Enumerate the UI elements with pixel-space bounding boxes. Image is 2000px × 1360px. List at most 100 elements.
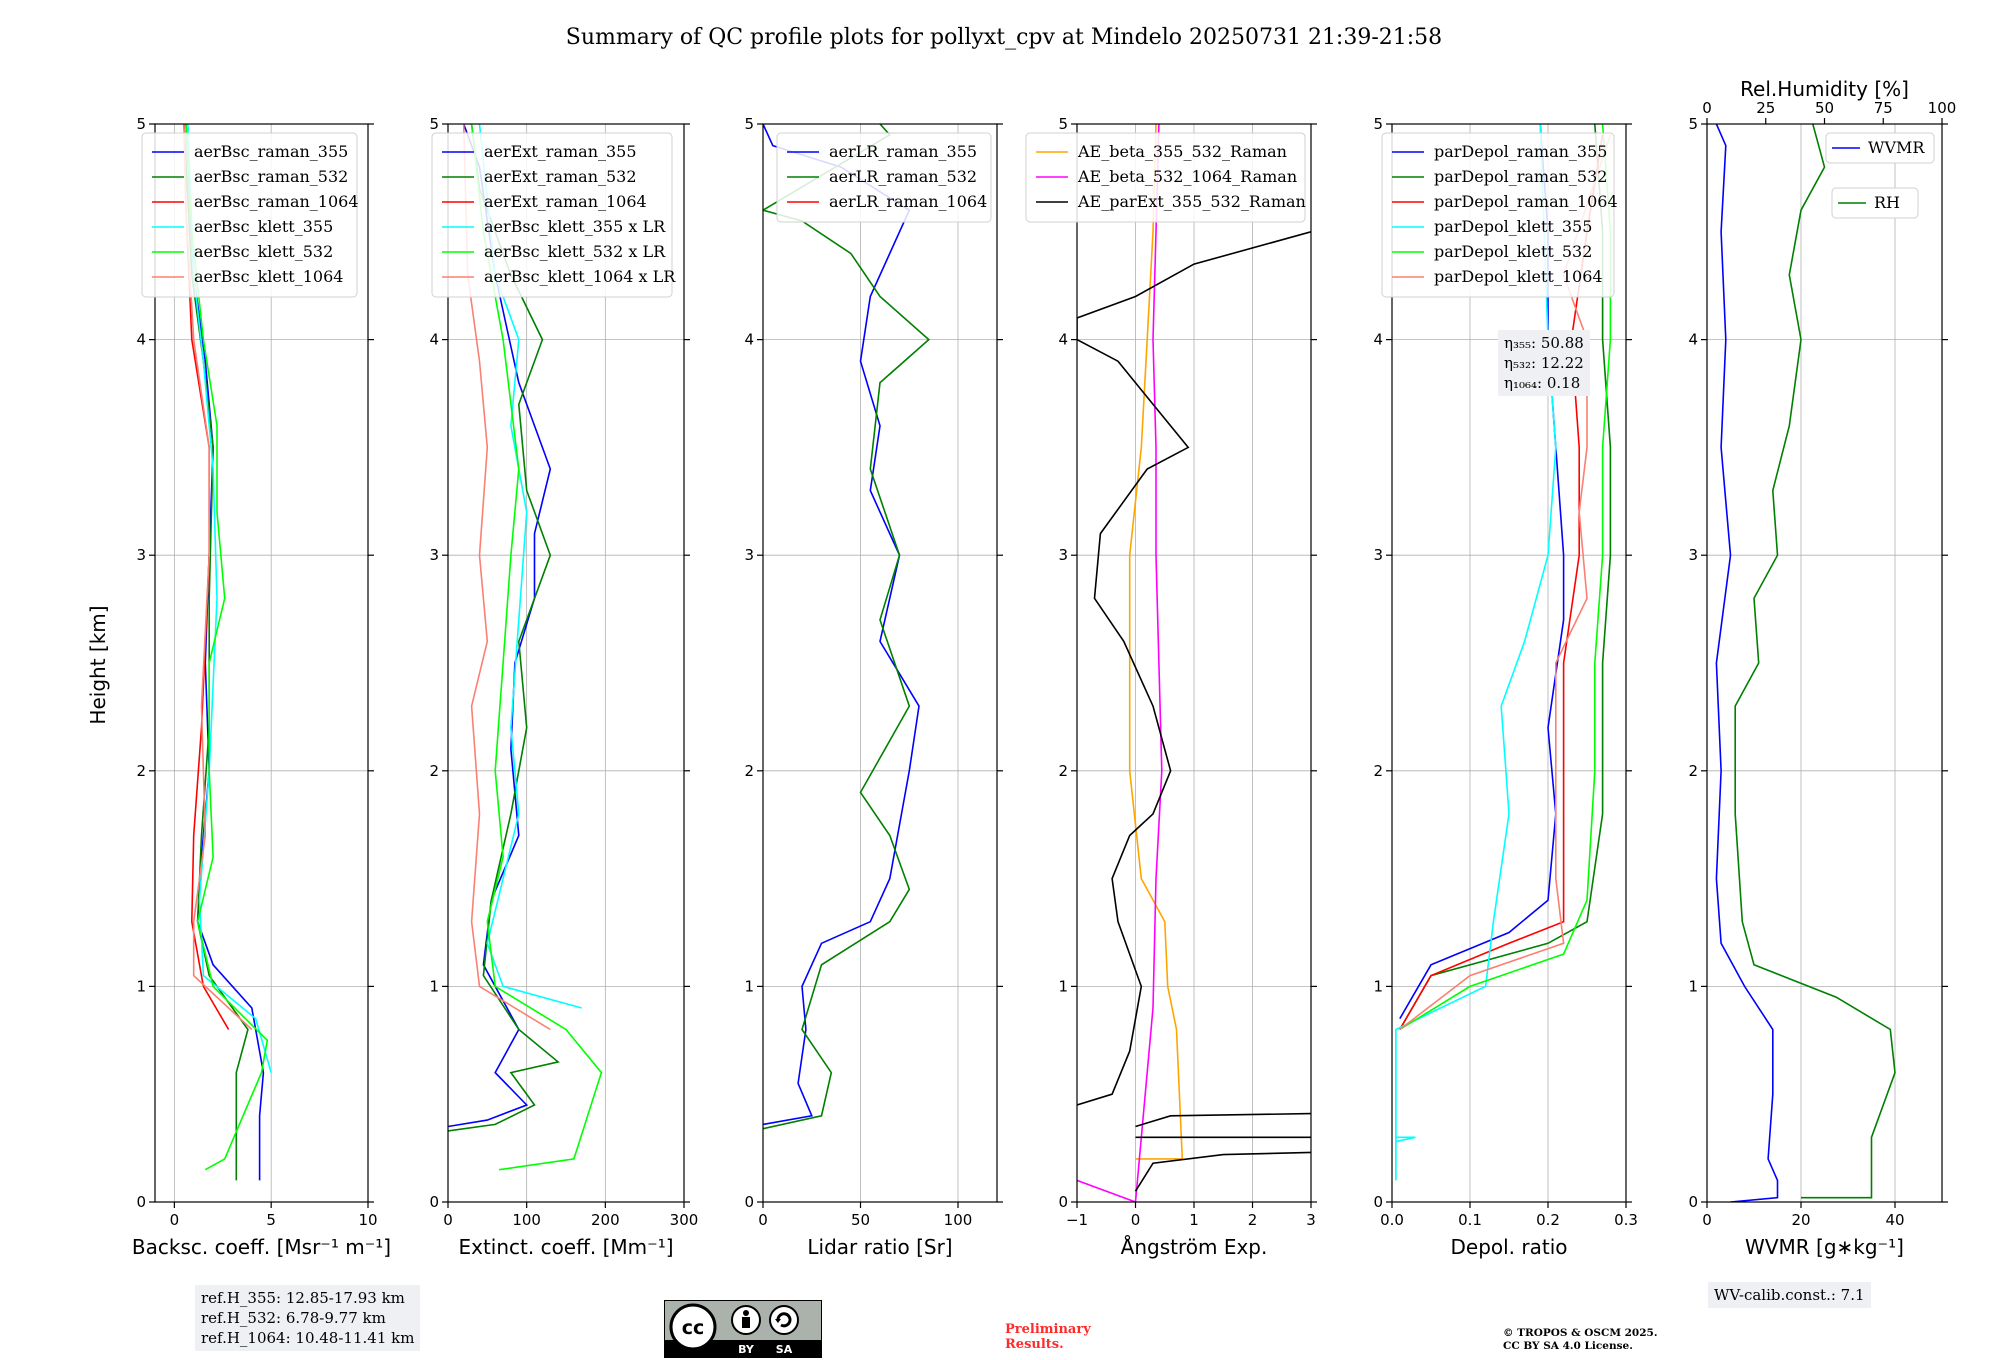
top-tick-label: 0: [1702, 99, 1712, 117]
y-tick-label: 5: [136, 115, 146, 133]
refh-line: ref.H_355: 12.85-17.93 km: [201, 1289, 405, 1307]
refh-line: ref.H_1064: 10.48-11.41 km: [201, 1329, 415, 1347]
x-tick-label: 20: [1791, 1211, 1810, 1229]
x-tick-label: 2: [1248, 1211, 1258, 1229]
x-axis-label: Extinct. coeff. [Mm⁻¹]: [458, 1235, 673, 1259]
y-tick-label: 4: [1373, 331, 1383, 349]
legend-box: [776, 132, 992, 223]
y-tick-label: 0: [1058, 1193, 1068, 1211]
series-line-aerBsc_klett_1064 x LR: [462, 124, 551, 1031]
legend-label: aerBsc_klett_355: [194, 217, 333, 236]
legend-label: aerExt_raman_1064: [484, 192, 647, 211]
series-line-parDepol_klett_532: [1399, 124, 1612, 1031]
figure-title: Summary of QC profile plots for pollyxt_…: [566, 25, 1442, 50]
top-tick-label: 25: [1756, 99, 1775, 117]
series-line-parDepol_klett_355: [1395, 124, 1557, 1181]
y-tick-label: 5: [1058, 115, 1068, 133]
y-tick-label: 4: [744, 331, 754, 349]
series-line-aerExt_raman_532: [448, 124, 560, 1132]
legend-box: [1381, 132, 1615, 298]
x-tick-label: 0: [758, 1211, 768, 1229]
x-tick-label: 0: [1131, 1211, 1141, 1229]
y-tick-label: 5: [429, 115, 439, 133]
series-line-parDepol_raman_532: [1399, 124, 1612, 1030]
copyright-line: CC BY SA 4.0 License.: [1503, 1340, 1633, 1352]
axes-frame: [447, 123, 685, 1203]
reference-height-box: ref.H_355: 12.85-17.93 km ref.H_532: 6.7…: [195, 1285, 421, 1351]
x-tick-label: 0.0: [1380, 1211, 1404, 1229]
y-tick-label: 4: [136, 331, 146, 349]
legend-label: AE_beta_355_532_Raman: [1077, 142, 1287, 161]
legend-label: aerLR_raman_532: [829, 167, 977, 186]
legend-label: aerBsc_raman_532: [194, 167, 348, 186]
legend-label: parDepol_raman_355: [1434, 142, 1607, 161]
y-tick-label: 2: [136, 762, 146, 780]
legend-label: parDepol_klett_1064: [1434, 267, 1603, 286]
preliminary-line: Results.: [1005, 1337, 1064, 1352]
y-tick-label: 3: [1373, 546, 1383, 564]
y-tick-label: 2: [744, 762, 754, 780]
axes-frame: [1391, 123, 1627, 1203]
legend-label: aerExt_raman_355: [484, 142, 637, 161]
y-tick-label: 0: [1688, 1193, 1698, 1211]
y-tick-label: 5: [1373, 115, 1383, 133]
y-tick-label: 5: [744, 115, 754, 133]
series-line-AE_parExt_355_532_Raman: [1077, 231, 1311, 1106]
legend-box: [1825, 132, 1935, 164]
y-tick-label: 1: [1373, 977, 1383, 995]
cc-circle-icon: [669, 1303, 717, 1351]
series-line-AE_beta_532_1064_Raman: [1077, 124, 1163, 1202]
x-tick-label: −1: [1066, 1211, 1088, 1229]
legend-label: aerBsc_klett_1064 x LR: [484, 267, 676, 286]
y-tick-label: 0: [744, 1193, 754, 1211]
legend-label: aerLR_raman_1064: [829, 192, 987, 211]
x-tick-label: 1: [1189, 1211, 1199, 1229]
y-tick-label: 4: [1688, 331, 1698, 349]
legend-label: AE_parExt_355_532_Raman: [1077, 192, 1306, 211]
x-axis-label: Lidar ratio [Sr]: [807, 1235, 952, 1259]
x-tick-label: 0: [1702, 1211, 1712, 1229]
y-tick-label: 1: [744, 977, 754, 995]
y-tick-label: 3: [1688, 546, 1698, 564]
series-line-AE_parExt_355_532_Raman: [1134, 1151, 1311, 1192]
series-line-RH: [1734, 124, 1896, 1199]
panel-wv: 0 20 40 0 1 2 3 4 5 WVMR [g∗kg⁻¹] 0 25 50 75 100 Rel.Hu…: [1688, 77, 1956, 1259]
y-tick-label: 2: [1688, 762, 1698, 780]
x-tick-label: 0.3: [1614, 1211, 1638, 1229]
series-line-WVMR: [1715, 124, 1779, 1202]
x-tick-label: 100: [944, 1211, 973, 1229]
preliminary-line: Preliminary: [1005, 1322, 1091, 1337]
legend-label: parDepol_klett_532: [1434, 242, 1592, 261]
legend-label: parDepol_raman_532: [1434, 167, 1607, 186]
y-tick-label: 2: [1373, 762, 1383, 780]
wv-calib-box: WV-calib.const.: 7.1: [1708, 1282, 1871, 1308]
x-tick-label: 300: [670, 1211, 699, 1229]
y-tick-label: 1: [1688, 977, 1698, 995]
x-tick-label: 0.2: [1536, 1211, 1560, 1229]
series-line-parDepol_klett_1064: [1399, 134, 1612, 1031]
x-axis-label: Backsc. coeff. [Msr⁻¹ m⁻¹]: [132, 1235, 391, 1259]
y-tick-label: 3: [429, 546, 439, 564]
x-tick-label: 5: [266, 1211, 276, 1229]
legend-label: RH: [1874, 193, 1900, 212]
legend-label: aerLR_raman_355: [829, 142, 977, 161]
x-tick-label: 3: [1306, 1211, 1316, 1229]
series-line-parDepol_raman_1064: [1399, 134, 1604, 1030]
cc-text: cc: [682, 1317, 705, 1339]
x-axis-label: Depol. ratio: [1450, 1235, 1567, 1259]
legend-label: aerBsc_klett_532 x LR: [484, 242, 666, 261]
legend-label: aerBsc_raman_1064: [194, 192, 359, 211]
x-tick-label: 0.1: [1458, 1211, 1482, 1229]
legend-label: parDepol_klett_355: [1434, 217, 1592, 236]
x-axis-label: Ångström Exp.: [1121, 1235, 1268, 1259]
y-axis-label: Height [km]: [86, 605, 110, 724]
top-tick-label: 100: [1928, 99, 1957, 117]
panel-dep: 0.0 0.1 0.2 0.3 0 1 2 3 4 5 Depol. ratio parDepol_r…: [1373, 115, 1637, 1259]
y-tick-label: 2: [1058, 762, 1068, 780]
x-tick-label: 40: [1885, 1211, 1904, 1229]
x-tick-label: 100: [512, 1211, 541, 1229]
series-line-AE_beta_355_532_Raman: [1128, 124, 1184, 1160]
y-tick-label: 5: [1688, 115, 1698, 133]
